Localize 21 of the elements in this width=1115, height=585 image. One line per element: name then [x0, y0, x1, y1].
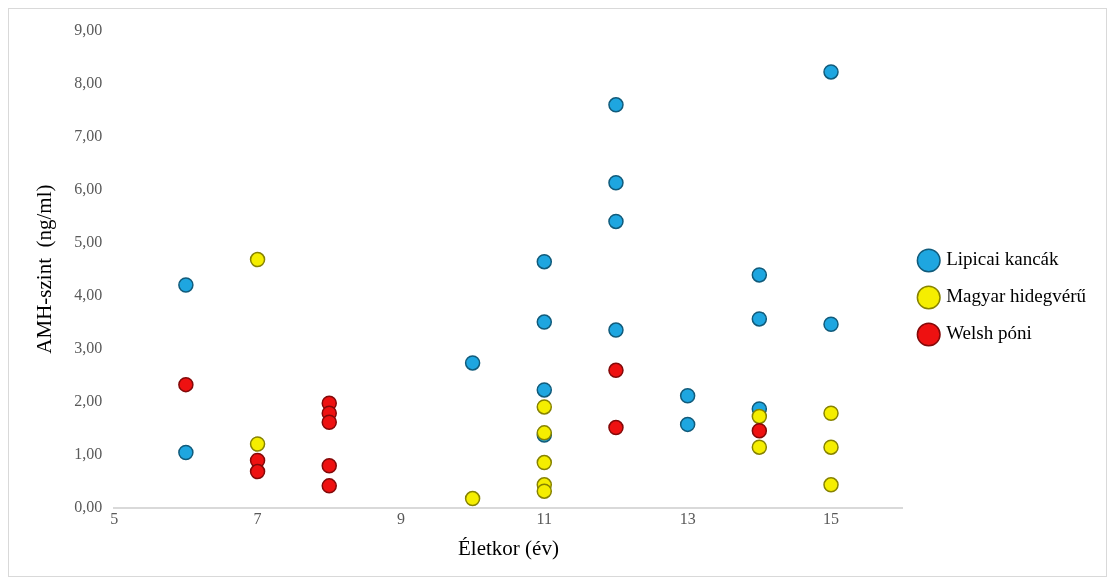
- y-tick-label: 3,00: [74, 338, 103, 356]
- y-tick-label: 7,00: [74, 126, 103, 144]
- y-tick-label: 4,00: [74, 285, 103, 303]
- x-tick-label: 7: [253, 510, 262, 528]
- y-tick-label: 1,00: [74, 444, 103, 462]
- y-tick-label: 0,00: [74, 497, 103, 515]
- x-tick-label: 15: [823, 510, 840, 528]
- legend-label: Welsh póni: [946, 322, 1032, 344]
- x-axis-title: Életkor (év): [458, 535, 559, 560]
- legend-label: Magyar hidegvérű: [946, 285, 1087, 307]
- y-axis-title: AMH-szint (ng/ml): [32, 184, 57, 354]
- y-tick-label: 5,00: [74, 232, 103, 250]
- y-tick-label: 6,00: [74, 179, 103, 197]
- y-tick-label: 2,00: [74, 391, 103, 409]
- y-tick-label: 9,00: [74, 20, 103, 38]
- x-tick-label: 11: [536, 510, 552, 528]
- legend-label: Lipicai kancák: [946, 248, 1060, 270]
- y-tick-label: 8,00: [74, 73, 103, 91]
- x-tick-label: 5: [110, 510, 119, 528]
- x-tick-label: 13: [679, 510, 696, 528]
- x-tick-label: 9: [396, 510, 405, 528]
